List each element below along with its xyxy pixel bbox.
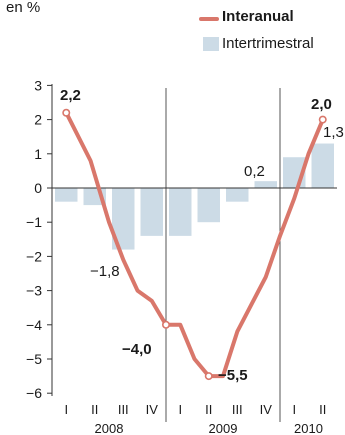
x-tick-label: II [319,402,326,417]
x-tick-label: I [178,402,182,417]
year-label: 2009 [209,421,238,435]
year-label: 2008 [95,421,124,435]
y-tick-label: 0 [34,180,42,196]
data-label: −5,5 [218,367,248,384]
y-tick-label: 2 [34,112,42,128]
data-label: 2,0 [311,96,332,113]
x-tick-label: II [205,402,212,417]
bar [311,143,334,188]
legend-label-interanual: Interanual [222,8,294,25]
x-tick-label: II [91,402,98,417]
line-series-interanual [62,108,327,381]
data-label: 1,3 [323,124,344,141]
x-tick-label: IV [260,402,273,417]
x-tick-label: I [64,402,68,417]
y-tick-label: −2 [26,248,42,264]
y-tick-label: −4 [26,317,42,333]
legend-label-intertrimestral: Intertrimestral [222,35,314,52]
y-tick-label: −1 [26,214,42,230]
y-tick-label: −5 [26,351,42,367]
y-tick-label: 3 [34,77,42,93]
data-label: −4,0 [122,341,152,358]
y-tick-label: 1 [34,146,42,162]
x-tick-label: III [118,402,129,417]
bar [55,188,78,202]
legend-line-swatch [199,17,219,21]
line-marker [204,372,213,381]
x-tick-label: IV [146,402,159,417]
y-tick-label: −3 [26,283,42,299]
year-label: 2010 [294,421,323,435]
chart-labels: 2,2 −1,8 −4,0 −5,5 0,2 2,0 1,3 [60,87,344,384]
bar [197,188,220,223]
data-label: −1,8 [90,263,120,280]
line-marker [62,108,71,117]
bar [254,181,277,188]
line-marker [318,115,327,124]
chart-frame [165,88,281,422]
unit-label: en % [6,0,41,16]
x-tick-label: I [292,402,296,417]
data-label: 0,2 [244,163,265,180]
y-tick-label: −6 [26,385,42,401]
data-label: 2,2 [60,87,81,104]
bar [140,188,163,236]
line-marker [162,320,171,329]
legend-bar-swatch [203,37,219,51]
bar [226,188,249,202]
x-tick-label: III [232,402,243,417]
interanual-line [64,110,325,379]
bar-series-intertrimestral [55,143,334,250]
bar [112,188,135,250]
bar [169,188,192,236]
